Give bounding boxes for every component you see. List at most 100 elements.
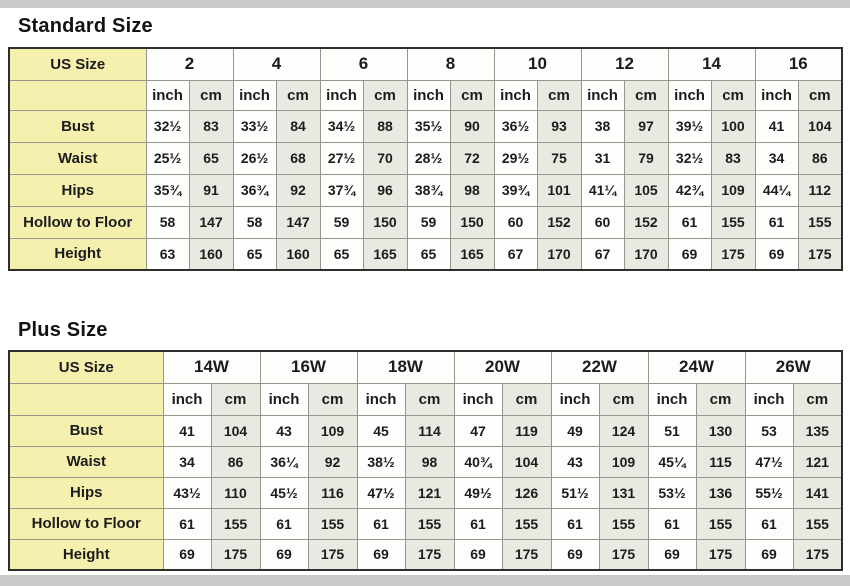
value-inch: 69 <box>667 237 712 271</box>
value-inch: 61 <box>647 507 697 540</box>
value-cm: 150 <box>449 205 495 239</box>
value-inch: 42¾ <box>667 173 712 207</box>
size-header-cell: 4 <box>232 47 321 81</box>
row-label: Hollow to Floor <box>8 507 164 540</box>
unit-header-row: inch cm inch cm inch cm inch cm inch cm inch cm inch… <box>8 382 843 416</box>
value-cm: 109 <box>307 414 358 447</box>
value-inch: 31 <box>580 141 625 175</box>
value-inch: 33½ <box>232 109 277 143</box>
unit-header-cm: cm <box>536 79 582 111</box>
unit-header-cm: cm <box>307 382 358 416</box>
row-label: Bust <box>8 109 147 143</box>
value-cm: 75 <box>536 141 582 175</box>
plus-size-title: Plus Size <box>18 319 108 341</box>
value-cm: 155 <box>797 205 843 239</box>
value-inch: 69 <box>162 538 212 571</box>
value-inch: 69 <box>647 538 697 571</box>
value-cm: 170 <box>623 237 669 271</box>
unit-header-inch: inch <box>754 79 799 111</box>
value-cm: 105 <box>623 173 669 207</box>
value-cm: 155 <box>710 205 756 239</box>
size-header-row: US Size 2 4 6 8 10 12 14 16 <box>8 47 843 81</box>
unit-header-cm: cm <box>797 79 843 111</box>
value-cm: 65 <box>188 141 234 175</box>
value-inch: 28½ <box>406 141 451 175</box>
row-label: Hips <box>8 173 147 207</box>
value-cm: 101 <box>536 173 582 207</box>
value-cm: 175 <box>501 538 552 571</box>
row-label: Bust <box>8 414 164 447</box>
value-cm: 86 <box>210 445 261 478</box>
row-label: Height <box>8 538 164 571</box>
value-inch: 45½ <box>259 476 309 509</box>
value-inch: 58 <box>145 205 190 239</box>
unit-header-inch: inch <box>145 79 190 111</box>
top-edge-strip <box>0 0 850 8</box>
value-cm: 135 <box>792 414 843 447</box>
size-header-row: US Size 14W 16W 18W 20W 22W 24W 26W <box>8 350 843 384</box>
value-inch: 58 <box>232 205 277 239</box>
value-cm: 175 <box>797 237 843 271</box>
value-inch: 49½ <box>453 476 503 509</box>
value-inch: 60 <box>580 205 625 239</box>
value-inch: 60 <box>493 205 538 239</box>
unit-header-inch: inch <box>580 79 625 111</box>
value-cm: 155 <box>404 507 455 540</box>
value-cm: 160 <box>275 237 321 271</box>
value-cm: 84 <box>275 109 321 143</box>
value-inch: 59 <box>319 205 364 239</box>
measurement-row: Bust 32½ 83 33½ 84 34½ 88 35½ 90 36½ 93 38 97 39½ 100 4… <box>8 109 843 143</box>
value-cm: 115 <box>695 445 746 478</box>
value-inch: 67 <box>580 237 625 271</box>
value-cm: 92 <box>307 445 358 478</box>
value-cm: 88 <box>362 109 408 143</box>
unit-header-inch: inch <box>453 382 503 416</box>
unit-header-cm: cm <box>188 79 234 111</box>
unit-header-inch: inch <box>232 79 277 111</box>
value-cm: 155 <box>598 507 649 540</box>
value-inch: 44¼ <box>754 173 799 207</box>
value-cm: 175 <box>695 538 746 571</box>
size-header-cell: 14W <box>162 350 261 384</box>
value-inch: 61 <box>259 507 309 540</box>
value-cm: 110 <box>210 476 261 509</box>
unit-header-inch: inch <box>647 382 697 416</box>
value-inch: 69 <box>356 538 406 571</box>
measurement-row: Waist 34 86 36¼ 92 38½ 98 40¾ 104 43 109 45¼ 115 47½ 1… <box>8 445 843 478</box>
value-cm: 175 <box>792 538 843 571</box>
value-inch: 47½ <box>356 476 406 509</box>
value-cm: 68 <box>275 141 321 175</box>
value-inch: 61 <box>453 507 503 540</box>
value-cm: 86 <box>797 141 843 175</box>
value-cm: 98 <box>449 173 495 207</box>
size-header-cell: 22W <box>550 350 649 384</box>
value-cm: 175 <box>404 538 455 571</box>
value-inch: 67 <box>493 237 538 271</box>
value-cm: 124 <box>598 414 649 447</box>
size-header-cell: 16W <box>259 350 358 384</box>
size-header-cell: 20W <box>453 350 552 384</box>
unit-header-inch: inch <box>406 79 451 111</box>
unit-header-inch: inch <box>162 382 212 416</box>
value-inch: 35¾ <box>145 173 190 207</box>
value-cm: 155 <box>210 507 261 540</box>
unit-header-cm: cm <box>695 382 746 416</box>
size-header-cell: 6 <box>319 47 408 81</box>
measurement-row: Waist 25½ 65 26½ 68 27½ 70 28½ 72 29½ 75 31 79 32½ 83 3… <box>8 141 843 175</box>
value-cm: 175 <box>710 237 756 271</box>
value-cm: 97 <box>623 109 669 143</box>
value-cm: 121 <box>404 476 455 509</box>
value-cm: 114 <box>404 414 455 447</box>
corner-empty-cell <box>8 79 147 111</box>
value-inch: 61 <box>356 507 406 540</box>
size-header-cell: 8 <box>406 47 495 81</box>
corner-us-size-label: US Size <box>8 47 147 81</box>
unit-header-cm: cm <box>404 382 455 416</box>
value-inch: 26½ <box>232 141 277 175</box>
value-cm: 155 <box>307 507 358 540</box>
value-inch: 39¾ <box>493 173 538 207</box>
value-cm: 152 <box>536 205 582 239</box>
value-cm: 100 <box>710 109 756 143</box>
value-inch: 61 <box>667 205 712 239</box>
value-cm: 109 <box>710 173 756 207</box>
